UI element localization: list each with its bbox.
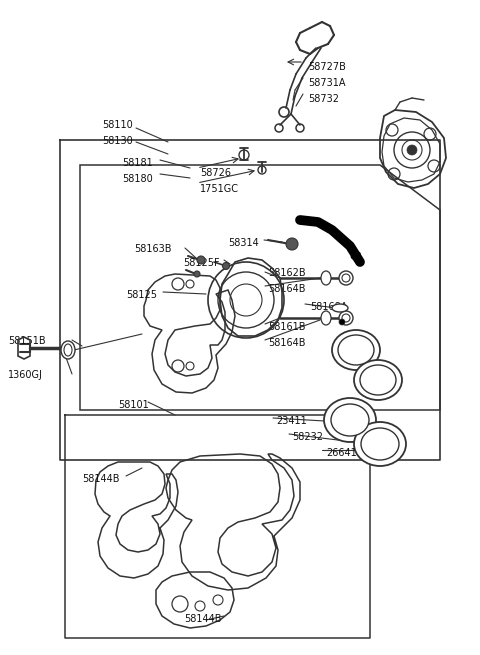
Ellipse shape (64, 344, 72, 356)
Circle shape (339, 319, 345, 325)
Text: 58232: 58232 (292, 432, 323, 442)
Circle shape (339, 271, 353, 285)
Text: 58162B: 58162B (268, 268, 306, 278)
Text: 26641: 26641 (326, 448, 357, 458)
Ellipse shape (331, 404, 369, 436)
Text: 58144B: 58144B (82, 474, 120, 484)
Ellipse shape (354, 422, 406, 466)
Ellipse shape (338, 335, 374, 365)
Circle shape (223, 263, 229, 269)
Text: 58151B: 58151B (8, 336, 46, 346)
Text: 58181: 58181 (122, 158, 153, 168)
Text: 1751GC: 1751GC (200, 184, 239, 194)
Text: 58314: 58314 (228, 238, 259, 248)
Circle shape (339, 311, 353, 325)
Text: 58163B: 58163B (134, 244, 171, 254)
Text: 58110: 58110 (102, 120, 133, 130)
Ellipse shape (332, 330, 380, 370)
Ellipse shape (360, 365, 396, 395)
Circle shape (286, 238, 298, 250)
Text: 58727B: 58727B (308, 62, 346, 72)
Text: 1360GJ: 1360GJ (8, 370, 43, 380)
Text: 58144B: 58144B (184, 614, 221, 624)
Ellipse shape (361, 428, 399, 460)
Text: 58164B: 58164B (268, 338, 305, 348)
Text: 58125: 58125 (126, 290, 157, 300)
Text: 58101: 58101 (118, 400, 149, 410)
Circle shape (197, 256, 205, 264)
Text: 58732: 58732 (308, 94, 339, 104)
Text: 58161B: 58161B (268, 322, 305, 332)
Text: 58125F: 58125F (183, 258, 220, 268)
Circle shape (407, 145, 417, 155)
Ellipse shape (61, 341, 75, 359)
Ellipse shape (332, 304, 348, 312)
Text: 58168A: 58168A (310, 302, 348, 312)
Text: 58164B: 58164B (268, 284, 305, 294)
Text: 58130: 58130 (102, 136, 133, 146)
Circle shape (194, 271, 200, 277)
Text: 23411: 23411 (276, 416, 307, 426)
Ellipse shape (321, 271, 331, 285)
Text: 58180: 58180 (122, 174, 153, 184)
Ellipse shape (354, 360, 402, 400)
Ellipse shape (321, 311, 331, 325)
Text: 58731A: 58731A (308, 78, 346, 88)
Ellipse shape (324, 398, 376, 442)
Text: 58726: 58726 (200, 168, 231, 178)
